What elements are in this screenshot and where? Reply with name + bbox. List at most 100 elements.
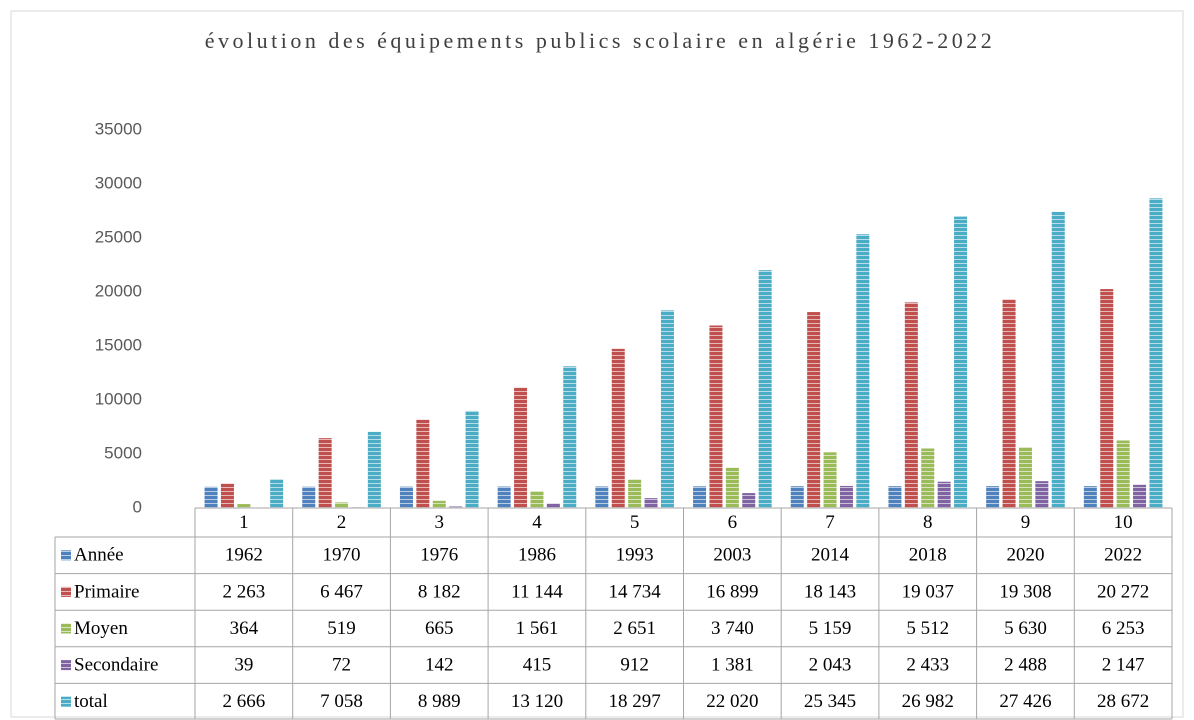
x-tick-label: 3: [435, 512, 445, 533]
bar: [904, 302, 918, 508]
table-value: 5 159: [809, 618, 852, 639]
y-tick-label: 0: [133, 497, 142, 516]
chart-border: [10, 10, 1184, 718]
bar: [888, 486, 902, 508]
bar: [921, 448, 935, 508]
bar: [546, 503, 560, 508]
x-tick-label: 9: [1021, 512, 1031, 533]
bar: [449, 506, 463, 508]
table-value: 27 426: [999, 691, 1051, 712]
bar: [954, 216, 968, 508]
x-tick-label: 7: [825, 512, 835, 533]
table-value: 25 345: [804, 691, 856, 712]
bar: [514, 387, 528, 508]
table-value: 1 381: [711, 654, 754, 675]
table-value: 2014: [811, 545, 850, 566]
bar: [790, 486, 804, 508]
bar: [595, 486, 609, 508]
y-tick-label: 5000: [104, 443, 142, 462]
bar: [416, 419, 430, 508]
bar: [432, 500, 446, 508]
table-value: 1986: [518, 545, 556, 566]
legend-key: [61, 696, 71, 707]
bar: [563, 366, 577, 508]
legend-label: Primaire: [74, 581, 139, 602]
legend-label: Secondaire: [74, 654, 158, 675]
bar: [758, 270, 772, 508]
bar: [1083, 486, 1097, 508]
x-tick-label: 6: [728, 512, 738, 533]
table-value: 2 263: [222, 581, 265, 602]
table-value: 6 467: [320, 581, 363, 602]
bar: [709, 325, 723, 508]
bar: [530, 491, 544, 508]
bar: [660, 310, 674, 508]
table-value: 39: [234, 654, 253, 675]
table-value: 142: [425, 654, 454, 675]
table-value: 5 512: [906, 618, 949, 639]
table-value: 28 672: [1097, 691, 1149, 712]
table-value: 7 058: [320, 691, 363, 712]
bar: [1149, 198, 1163, 508]
table-value: 2 147: [1102, 654, 1145, 675]
table-value: 1 561: [516, 618, 559, 639]
table-value: 19 037: [902, 581, 954, 602]
x-tick-label: 10: [1114, 512, 1133, 533]
bar: [204, 486, 218, 508]
legend-label: Moyen: [74, 618, 128, 639]
x-tick-label: 5: [630, 512, 640, 533]
x-tick-label: 4: [532, 512, 542, 533]
table-value: 22 020: [706, 691, 758, 712]
y-tick-label: 15000: [95, 335, 142, 354]
bar: [1035, 481, 1049, 508]
table-value: 26 982: [902, 691, 954, 712]
bar: [628, 479, 642, 508]
bar: [823, 452, 837, 508]
legend-key: [61, 550, 71, 561]
table-value: 8 989: [418, 691, 461, 712]
bar: [367, 431, 381, 508]
bar: [220, 483, 234, 508]
table-value: 415: [523, 654, 552, 675]
table-value: 2 488: [1004, 654, 1047, 675]
table-value: 1993: [616, 545, 654, 566]
bar: [693, 486, 707, 508]
legend-key: [61, 660, 71, 671]
bar: [399, 486, 413, 508]
table-value: 2018: [909, 545, 947, 566]
x-tick-label: 8: [923, 512, 933, 533]
table-value: 1962: [225, 545, 263, 566]
table-value: 20 272: [1097, 581, 1149, 602]
bar: [1133, 484, 1147, 508]
table-value: 2020: [1006, 545, 1044, 566]
bar: [1051, 211, 1065, 508]
table-value: 912: [620, 654, 649, 675]
table-value: 519: [327, 618, 356, 639]
table-value: 16 899: [706, 581, 758, 602]
y-tick-label: 30000: [95, 173, 142, 192]
bar: [986, 486, 1000, 508]
x-tick-label: 1: [239, 512, 249, 533]
table-value: 2 043: [809, 654, 852, 675]
bar: [270, 479, 284, 508]
table-value: 2022: [1104, 545, 1142, 566]
table-value: 364: [230, 618, 259, 639]
bar: [1002, 299, 1016, 508]
table-value: 14 734: [609, 581, 662, 602]
bar: [856, 234, 870, 509]
bar: [807, 312, 821, 508]
table-value: 2003: [713, 545, 751, 566]
table-value: 2 433: [906, 654, 949, 675]
x-tick-label: 2: [337, 512, 347, 533]
table-value: 8 182: [418, 581, 461, 602]
bar: [937, 481, 951, 508]
bar: [302, 486, 316, 508]
y-tick-label: 10000: [95, 389, 142, 408]
bar: [1018, 447, 1032, 508]
table-value: 2 666: [222, 691, 265, 712]
legend-key: [61, 586, 71, 597]
table-value: 72: [332, 654, 351, 675]
bar: [611, 348, 625, 508]
